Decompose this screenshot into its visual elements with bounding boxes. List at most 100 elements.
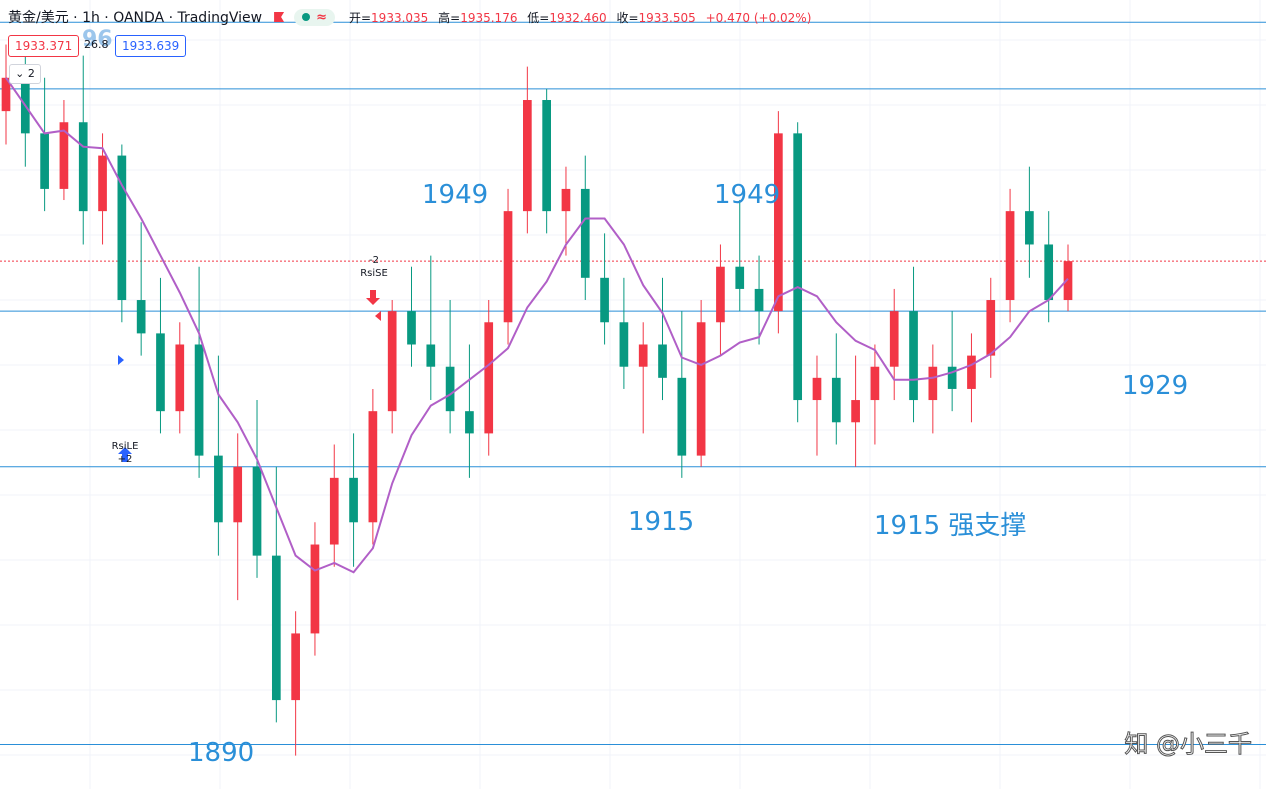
candle-body [870, 366, 880, 401]
indicators-toggle-button[interactable]: ⌄ 2 [9, 64, 41, 84]
level-label-1890: 1890 [188, 738, 255, 768]
level-label-1949-right: 1949 [714, 180, 781, 210]
spread-value: 26.8 [84, 38, 109, 51]
short-signal-arrow-icon [366, 290, 380, 305]
candle-body [947, 366, 957, 389]
candle-body [194, 344, 204, 456]
candle-body [754, 288, 764, 312]
bid-price-button[interactable]: 1933.371 [8, 35, 80, 57]
candle-body [484, 322, 494, 434]
low-value: 1932.460 [549, 10, 607, 25]
candle-body [291, 633, 300, 701]
close-value: 1933.505 [638, 10, 696, 25]
candle-body [1, 77, 11, 112]
level-label-1929: 1929 [1122, 371, 1189, 401]
flag-icon[interactable] [274, 12, 285, 22]
candle-body [928, 366, 938, 401]
candle-body [503, 211, 513, 323]
candle-body [59, 122, 69, 189]
candle-body [909, 311, 918, 401]
chart-header: 黄金/美元 · 1h · OANDA · TradingView ≈ 开=193… [8, 6, 811, 28]
candle-body [175, 344, 185, 412]
candle-body [523, 100, 532, 212]
candle-body [407, 311, 416, 345]
candle-body [1063, 261, 1073, 301]
candle-body [658, 344, 667, 378]
candle-body [677, 377, 687, 456]
candle-body [580, 188, 590, 278]
candle-body [156, 333, 165, 412]
candle-body [889, 311, 899, 367]
chevron-down-icon: ⌄ [15, 67, 25, 80]
high-label: 高= [438, 10, 461, 25]
candle-body [600, 277, 609, 323]
short-signal-name: RsiSE [360, 268, 388, 279]
horizontal-levels [0, 21, 1266, 746]
ghost-text: 96 [82, 27, 113, 52]
candle-body [1025, 211, 1034, 245]
signal-markers [118, 290, 381, 462]
candle-body [735, 266, 745, 289]
candle-body [716, 266, 725, 323]
candle-body [619, 322, 629, 367]
candle-body [774, 133, 783, 312]
level-label-1915-strong-support: 1915 强支撑 [874, 511, 1027, 541]
candle-body [445, 366, 455, 412]
ohlc-values: 开=1933.035 高=1935.176 低=1932.460 收=1933.… [349, 9, 811, 26]
candle-body [252, 466, 262, 556]
high-value: 1935.176 [460, 10, 518, 25]
short-signal-count: -2 [369, 255, 379, 266]
market-open-dot-icon [302, 13, 311, 21]
ask-price-button[interactable]: 1933.639 [115, 35, 187, 57]
low-label: 低= [527, 10, 550, 25]
market-status-pill[interactable]: ≈ [294, 8, 335, 26]
candle-body [233, 466, 243, 523]
long-signal-name: RsiLE [111, 441, 139, 452]
candle-body [78, 122, 88, 212]
candle-body [986, 300, 996, 356]
change-value: +0.470 (+0.02%) [705, 10, 812, 25]
candle-body [387, 311, 397, 412]
short-signal-label: -2 RsiSE [355, 254, 393, 280]
candle-body [117, 155, 127, 301]
candle-body [349, 477, 358, 523]
candle-body [329, 477, 339, 545]
candle-body [812, 377, 822, 401]
open-label: 开= [348, 10, 372, 25]
moving-average-line [5, 77, 1069, 574]
candlestick-series [1, 44, 1073, 756]
candle-body [98, 155, 107, 212]
candle-body [40, 133, 49, 189]
candle-body [851, 400, 860, 423]
watermark: 知 @小三千 [1124, 730, 1253, 759]
level-label-1915-left: 1915 [628, 507, 695, 537]
candle-body [561, 188, 571, 212]
close-label: 收= [616, 10, 639, 25]
candle-body [465, 411, 474, 434]
candle-body [368, 411, 378, 523]
candle-body [1044, 244, 1054, 301]
candle-body [271, 555, 281, 701]
candle-body [967, 355, 976, 389]
candle-body [696, 322, 706, 456]
candle-body [638, 344, 648, 367]
candle-body [1005, 211, 1015, 301]
short-signal-marker-icon [375, 311, 381, 321]
candle-body [136, 300, 146, 334]
open-value: 1933.035 [371, 10, 429, 25]
indicator-count: 2 [27, 67, 35, 80]
long-signal-count: +2 [117, 454, 133, 465]
symbol-title[interactable]: 黄金/美元 · 1h · OANDA · TradingView [8, 10, 263, 26]
candle-body [793, 133, 803, 401]
level-label-1949-left: 1949 [422, 180, 489, 210]
long-signal-label: RsiLE +2 [105, 440, 145, 466]
long-signal-marker-icon [118, 355, 124, 365]
long-signal-arrow-icon [118, 447, 132, 462]
candle-body [831, 377, 841, 423]
candle-body [426, 344, 436, 367]
approx-icon: ≈ [316, 9, 327, 25]
candle-body [214, 455, 223, 523]
candle-body [310, 544, 320, 634]
